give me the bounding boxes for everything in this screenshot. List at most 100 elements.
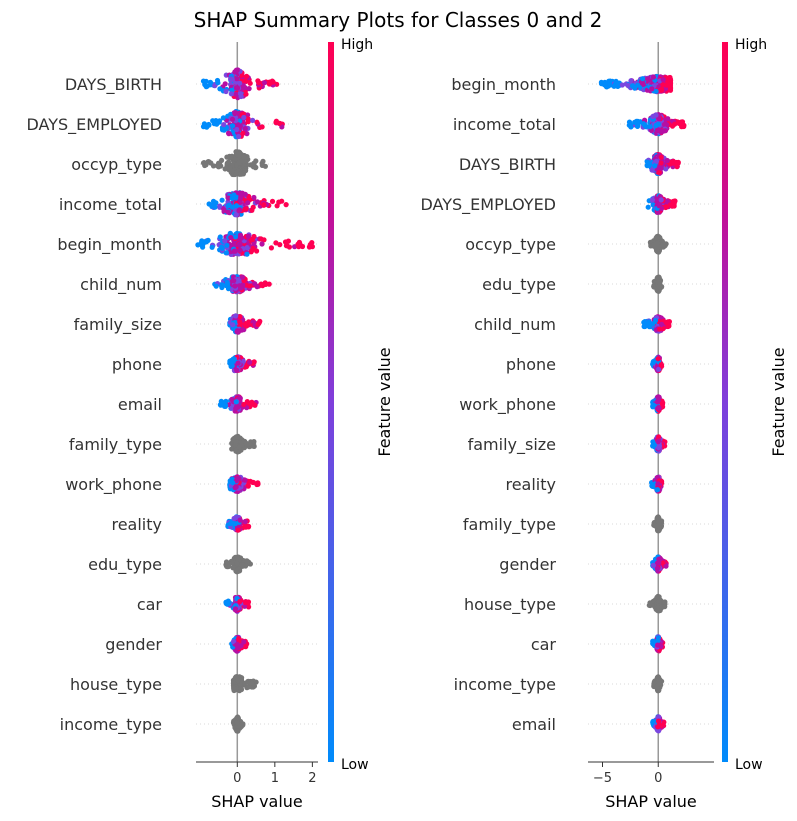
shap-point bbox=[655, 288, 661, 294]
shap-point bbox=[652, 317, 659, 324]
shap-point bbox=[245, 684, 251, 690]
feature-label: work_phone bbox=[65, 475, 162, 495]
shap-point bbox=[237, 319, 243, 325]
shap-point bbox=[632, 119, 638, 125]
shap-point bbox=[238, 93, 244, 100]
shap-point bbox=[640, 121, 647, 127]
shap-point bbox=[227, 165, 233, 171]
shap-point bbox=[245, 679, 251, 685]
shap-point bbox=[249, 248, 255, 254]
feature-label: email bbox=[118, 395, 162, 414]
shap-point bbox=[225, 195, 231, 201]
shap-point bbox=[653, 123, 659, 129]
shap-point bbox=[666, 323, 672, 329]
shap-point bbox=[251, 194, 257, 201]
shap-point bbox=[234, 76, 240, 82]
shap-point bbox=[221, 122, 227, 128]
shap-point bbox=[309, 240, 315, 246]
shap-point bbox=[653, 88, 659, 94]
shap-point bbox=[613, 78, 619, 84]
shap-point bbox=[656, 443, 663, 449]
shap-point bbox=[234, 328, 241, 334]
shap-point bbox=[268, 245, 274, 251]
shap-point bbox=[245, 233, 251, 239]
shap-point bbox=[611, 83, 617, 89]
shap-point bbox=[653, 196, 660, 202]
shap-point bbox=[259, 162, 265, 168]
shap-point bbox=[239, 327, 245, 333]
shap-point bbox=[656, 559, 662, 566]
shap-point bbox=[244, 245, 250, 251]
shap-point bbox=[232, 156, 238, 162]
shap-point bbox=[233, 151, 240, 157]
shap-point bbox=[224, 154, 230, 160]
shap-point bbox=[224, 242, 230, 248]
feature-label: income_total bbox=[59, 195, 162, 215]
shap-point bbox=[238, 686, 245, 693]
shap-point bbox=[656, 714, 662, 720]
shap-point bbox=[243, 168, 249, 174]
shap-point bbox=[232, 283, 238, 289]
shap-point bbox=[244, 399, 250, 405]
shap-point bbox=[255, 481, 261, 487]
shap-point bbox=[651, 242, 657, 248]
shap-point bbox=[227, 521, 234, 527]
shap-point bbox=[217, 118, 223, 124]
shap-point bbox=[650, 562, 656, 569]
shap-point bbox=[234, 560, 240, 567]
shap-point bbox=[204, 83, 210, 89]
shap-point bbox=[229, 446, 235, 452]
shap-point bbox=[239, 722, 245, 728]
feature-swarm-email bbox=[650, 714, 667, 734]
feature-label: car bbox=[531, 635, 557, 654]
shap-point bbox=[656, 598, 662, 604]
shap-point bbox=[222, 81, 228, 87]
shap-point bbox=[232, 248, 238, 254]
shap-point bbox=[635, 82, 641, 88]
shap-point bbox=[226, 202, 232, 208]
shap-point bbox=[659, 128, 665, 134]
shap-point bbox=[200, 244, 206, 250]
feature-swarm-phone bbox=[650, 354, 665, 374]
feature-swarm-family_type bbox=[229, 433, 257, 455]
colorbar-low-label: Low bbox=[735, 757, 763, 773]
shap-point bbox=[261, 202, 267, 208]
shap-point bbox=[658, 165, 664, 171]
feature-label: family_type bbox=[463, 515, 556, 535]
shap-point bbox=[679, 119, 686, 125]
feature-swarm-family_size bbox=[650, 434, 668, 454]
shap-point bbox=[655, 515, 661, 521]
shap-point bbox=[628, 78, 634, 84]
shap-point bbox=[228, 235, 234, 241]
shap-point bbox=[250, 117, 256, 123]
x-tick-label: 0 bbox=[654, 771, 662, 786]
shap-point bbox=[640, 76, 646, 82]
shap-point bbox=[250, 204, 256, 210]
shap-point bbox=[229, 363, 235, 369]
shap-point bbox=[247, 359, 253, 365]
shap-point bbox=[656, 687, 662, 694]
shap-point bbox=[254, 119, 260, 125]
shap-point bbox=[653, 523, 659, 529]
feature-swarm-begin_month bbox=[195, 230, 315, 257]
shap-point bbox=[243, 440, 249, 446]
shap-point bbox=[208, 160, 214, 166]
shap-point bbox=[240, 130, 246, 136]
shap-point bbox=[229, 560, 236, 566]
shap-point bbox=[210, 118, 216, 124]
shap-point bbox=[653, 112, 659, 118]
shap-point bbox=[656, 284, 662, 290]
shap-point bbox=[203, 239, 209, 245]
shap-point bbox=[245, 524, 252, 530]
shap-point bbox=[233, 67, 239, 73]
shap-point bbox=[650, 718, 656, 725]
shap-point bbox=[238, 195, 244, 201]
shap-point bbox=[660, 560, 666, 566]
feature-label: child_num bbox=[80, 275, 162, 295]
feature-swarm-family_size bbox=[227, 313, 263, 335]
shap-point bbox=[258, 236, 264, 242]
shap-point bbox=[235, 677, 241, 684]
feature-label: income_type bbox=[454, 675, 556, 695]
shap-point bbox=[241, 114, 247, 121]
shap-point bbox=[209, 244, 215, 250]
